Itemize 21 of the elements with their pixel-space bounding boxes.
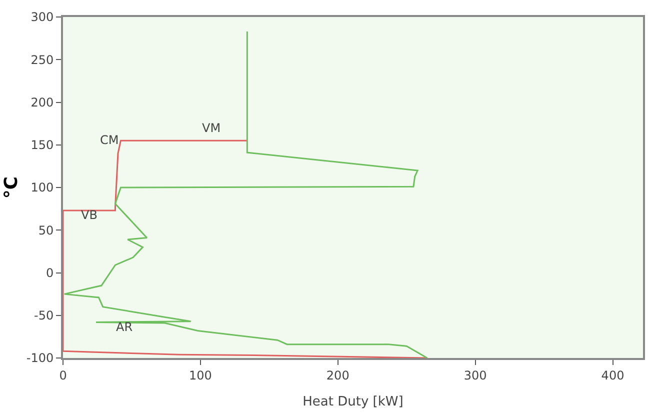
x-tick-label: 300 — [464, 368, 487, 382]
x-tick-label: 0 — [59, 368, 67, 382]
line-series — [64, 30, 428, 358]
y-tick-label: 150 — [30, 138, 54, 152]
y-tick-label: 50 — [38, 223, 54, 238]
y-tick-label: 250 — [30, 52, 54, 67]
annotation: VM — [202, 121, 221, 135]
y-axis-title: °C — [1, 176, 22, 199]
annotation: VB — [81, 208, 98, 222]
y-tick-label: 100 — [30, 180, 54, 195]
y-tick-label: 300 — [30, 10, 54, 24]
x-tick-label: 100 — [188, 368, 212, 382]
y-tick-label: 0 — [46, 266, 54, 280]
annotation: AR — [116, 320, 133, 334]
x-axis-title: Heat Duty [kW] — [302, 394, 404, 410]
y-tick-label: 200 — [30, 95, 54, 110]
y-tick-label: -50 — [34, 308, 54, 323]
annotation: CM — [100, 133, 119, 147]
y-tick-label: -100 — [26, 351, 54, 366]
x-tick-label: 400 — [601, 368, 624, 382]
x-tick-label: 200 — [326, 368, 350, 382]
